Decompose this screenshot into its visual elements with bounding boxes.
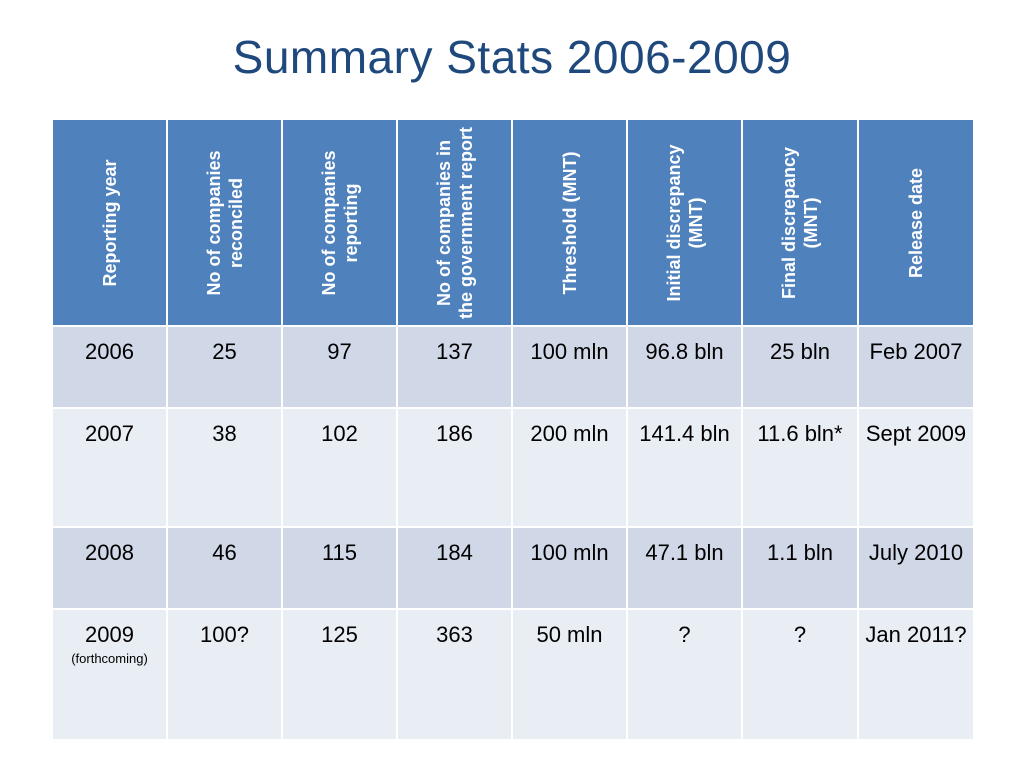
cell-reconciled: 25 — [166, 325, 283, 409]
cell-threshold: 50 mln — [511, 608, 628, 741]
forthcoming-note: (forthcoming) — [71, 651, 148, 666]
cell-year: 2006 — [51, 325, 168, 409]
cell-final-discrepancy: 11.6 bln* — [741, 407, 859, 528]
table-row: 2009 (forthcoming) 100? 125 363 50 mln ?… — [51, 608, 975, 741]
cell-threshold: 100 mln — [511, 526, 628, 610]
cell-gov-report: 184 — [396, 526, 513, 610]
cell-gov-report: 137 — [396, 325, 513, 409]
table-row: 2006 25 97 137 100 mln 96.8 bln 25 bln F… — [51, 325, 975, 409]
cell-reporting: 97 — [281, 325, 398, 409]
cell-final-discrepancy: 1.1 bln — [741, 526, 859, 610]
cell-gov-report: 186 — [396, 407, 513, 528]
cell-initial-discrepancy: 96.8 bln — [626, 325, 743, 409]
cell-reconciled: 38 — [166, 407, 283, 528]
slide-title: Summary Stats 2006-2009 — [232, 31, 792, 83]
table-row: 2007 38 102 186 200 mln 141.4 bln 11.6 b… — [51, 407, 975, 528]
cell-release-date: Sept 2009 — [857, 407, 975, 528]
cell-initial-discrepancy: 141.4 bln — [626, 407, 743, 528]
cell-reporting: 102 — [281, 407, 398, 528]
cell-gov-report: 363 — [396, 608, 513, 741]
cell-year: 2007 — [51, 407, 168, 528]
cell-initial-discrepancy: 47.1 bln — [626, 526, 743, 610]
cell-reconciled: 46 — [166, 526, 283, 610]
cell-initial-discrepancy: ? — [626, 608, 743, 741]
table-row: 2008 46 115 184 100 mln 47.1 bln 1.1 bln… — [51, 526, 975, 610]
header-companies-gov-report: No of companies in the government report — [396, 118, 513, 327]
cell-release-date: Feb 2007 — [857, 325, 975, 409]
header-release-date: Release date — [857, 118, 975, 327]
header-reporting-year: Reporting year — [51, 118, 168, 327]
header-initial-discrepancy: Initial discrepancy (MNT) — [626, 118, 743, 327]
cell-release-date: July 2010 — [857, 526, 975, 610]
header-companies-reporting: No of companies reporting — [281, 118, 398, 327]
cell-threshold: 100 mln — [511, 325, 628, 409]
header-companies-reconciled: No of companies reconciled — [166, 118, 283, 327]
cell-reporting: 115 — [281, 526, 398, 610]
cell-year: 2008 — [51, 526, 168, 610]
cell-reconciled: 100? — [166, 608, 283, 741]
cell-release-date: Jan 2011? — [857, 608, 975, 741]
cell-year: 2009 (forthcoming) — [51, 608, 168, 741]
cell-final-discrepancy: ? — [741, 608, 859, 741]
cell-threshold: 200 mln — [511, 407, 628, 528]
summary-stats-table: Reporting year No of companies reconcile… — [51, 118, 975, 741]
header-threshold: Threshold (MNT) — [511, 118, 628, 327]
cell-reporting: 125 — [281, 608, 398, 741]
header-final-discrepancy: Final discrepancy (MNT) — [741, 118, 859, 327]
cell-final-discrepancy: 25 bln — [741, 325, 859, 409]
header-row: Reporting year No of companies reconcile… — [51, 118, 975, 327]
